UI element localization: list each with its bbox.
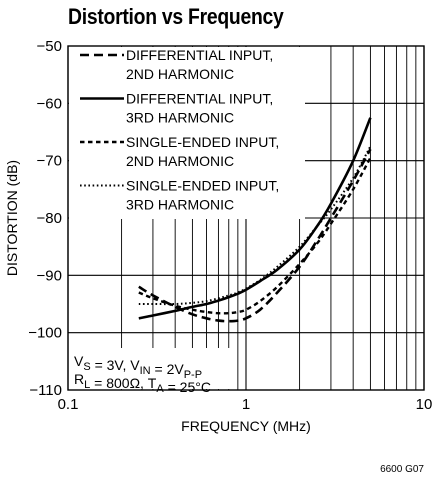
condition-text: V — [74, 353, 84, 369]
y-axis-label: DISTORTION (dB) — [4, 160, 20, 276]
subscript: A — [156, 383, 164, 395]
subscript: IN — [140, 365, 151, 377]
condition-text: = 3V, V — [91, 357, 141, 373]
legend-label: DIFFERENTIAL INPUT, — [126, 91, 273, 107]
test-conditions: VS = 3V, VIN = 2VP-PRL = 800Ω, TA = 25°C — [69, 348, 237, 395]
tick-labels: −110 −100 −90 −80 −70 −60 −50 0.1 1 10 — [28, 38, 432, 413]
y-tick-label: −90 — [37, 267, 62, 284]
condition-text: R — [74, 371, 84, 387]
data-curves — [138, 117, 372, 323]
condition-line: VS = 3V, VIN = 2VP-P — [74, 353, 202, 381]
legend: DIFFERENTIAL INPUT, 2ND HARMONIC DIFFERENT… — [69, 47, 305, 219]
conditions-background — [69, 348, 237, 389]
y-tick-label: −110 — [29, 382, 62, 399]
y-tick-label: −70 — [37, 153, 62, 170]
figure-id: 6600 G07 — [380, 464, 424, 475]
legend-label: 2ND HARMONIC — [126, 153, 234, 169]
condition-text: = 800Ω, T — [90, 375, 157, 391]
y-tick-label: −80 — [37, 210, 62, 227]
condition-text: = 2V — [151, 361, 185, 377]
legend-label: 3RD HARMONIC — [126, 110, 234, 126]
subscript: L — [84, 379, 90, 391]
subscript: P-P — [184, 369, 202, 381]
legend-label: SINGLE-ENDED INPUT, — [126, 134, 279, 150]
x-tick-label: 0.1 — [58, 396, 79, 413]
x-tick-label: 1 — [242, 396, 250, 413]
subscript: S — [83, 361, 90, 373]
condition-line: RL = 800Ω, TA = 25°C — [74, 371, 211, 395]
plot-frame — [67, 45, 425, 391]
condition-text: = 25°C — [164, 379, 211, 395]
x-tick-label: 10 — [416, 396, 433, 413]
series-line — [138, 157, 372, 315]
chart-title: Distortion vs Frequency — [68, 4, 284, 29]
legend-label: DIFFERENTIAL INPUT, — [126, 47, 273, 63]
y-tick-label: −50 — [37, 38, 62, 55]
series-line — [138, 145, 372, 306]
legend-label: 2ND HARMONIC — [126, 66, 234, 82]
legend-label: SINGLE-ENDED INPUT, — [126, 178, 279, 194]
legend-label: 3RD HARMONIC — [126, 197, 234, 213]
x-axis-label: FREQUENCY (MHz) — [181, 418, 311, 434]
y-tick-label: −60 — [37, 95, 62, 112]
legend-background — [69, 47, 305, 219]
y-tick-label: −100 — [28, 325, 62, 342]
